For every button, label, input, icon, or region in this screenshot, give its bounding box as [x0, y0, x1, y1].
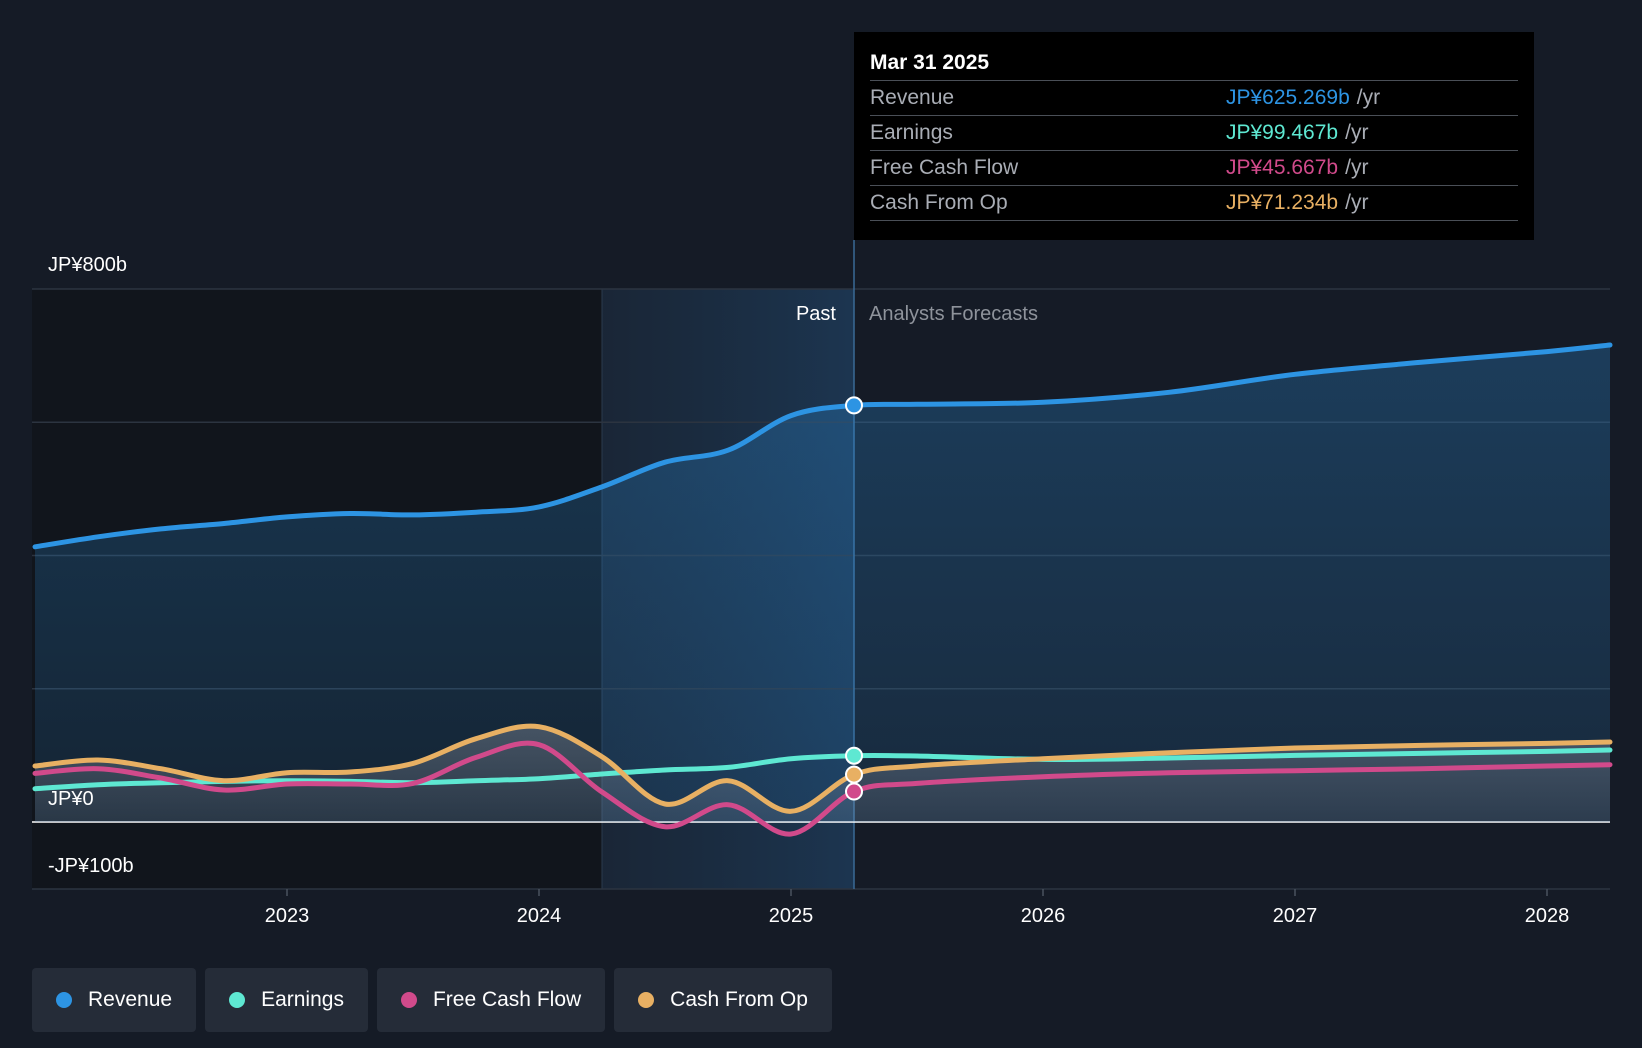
legend-label: Free Cash Flow — [432, 988, 582, 1011]
tooltip-row-value: JP¥71.234b — [1226, 191, 1339, 214]
tooltip-row-unit: /yr — [1356, 86, 1381, 109]
tooltip-row-name: Free Cash Flow — [870, 156, 1019, 179]
tooltip-date: Mar 31 2025 — [870, 51, 990, 74]
tooltip-row-name: Cash From Op — [870, 191, 1008, 214]
revenue-line — [32, 342, 1613, 550]
legend-dot-icon — [638, 992, 655, 1008]
tooltip-row-value: JP¥45.667b — [1226, 156, 1339, 179]
tooltip-row-cash-from-op: Cash From Op JP¥71.234b /yr — [870, 185, 1518, 221]
tooltip-row-value: JP¥625.269b — [1226, 86, 1350, 109]
legend-item-revenue[interactable]: Revenue — [32, 968, 197, 1032]
legend-item-earnings[interactable]: Earnings — [205, 968, 368, 1032]
cash-from-op-area — [35, 726, 1610, 822]
chart-legend: Revenue Earnings Free Cash Flow Cash Fro… — [32, 968, 832, 1032]
legend-dot-icon — [56, 992, 72, 1008]
x-tick-label: 2023 — [265, 905, 310, 927]
y-axis-label-0: JP¥0 — [48, 788, 94, 810]
free-cash-flow-line — [32, 740, 1613, 837]
forecast-region-label: Analysts Forecasts — [869, 303, 1038, 325]
y-axis-label-800b: JP¥800b — [48, 254, 127, 276]
legend-label: Revenue — [88, 988, 173, 1011]
tooltip-row-name: Revenue — [870, 86, 955, 109]
cash-from-op-marker — [845, 765, 863, 784]
tooltip-row-name: Earnings — [870, 121, 953, 144]
tooltip-row-unit: /yr — [1345, 121, 1369, 144]
hover-tooltip: Mar 31 2025 Revenue JP¥625.269b /yr Earn… — [854, 32, 1534, 240]
tooltip-row-value: JP¥99.467b — [1226, 121, 1339, 144]
cash-from-op-line — [32, 723, 1613, 814]
legend-dot-icon — [229, 992, 246, 1008]
x-tick-label: 2028 — [1525, 905, 1570, 927]
revenue-area — [35, 345, 1610, 822]
tooltip-row-unit: /yr — [1345, 156, 1369, 179]
legend-dot-icon — [400, 992, 417, 1008]
free-cash-flow-marker — [845, 782, 863, 801]
legend-item-free-cash-flow[interactable]: Free Cash Flow — [376, 968, 606, 1032]
tooltip-row-free-cash-flow: Free Cash Flow JP¥45.667b /yr — [870, 150, 1518, 185]
earnings-line — [32, 747, 1613, 792]
tooltip-row-unit: /yr — [1345, 191, 1369, 214]
legend-item-cash-from-op[interactable]: Cash From Op — [614, 968, 832, 1032]
tooltip-row-revenue: Revenue JP¥625.269b /yr — [870, 80, 1518, 115]
earnings-marker — [845, 746, 863, 765]
tooltip-row-earnings: Earnings JP¥99.467b /yr — [870, 115, 1518, 150]
x-tick-label: 2027 — [1273, 905, 1318, 927]
x-tick-label: 2025 — [769, 905, 814, 927]
legend-label: Earnings — [261, 988, 344, 1011]
past-region-label: Past — [796, 303, 836, 325]
revenue-marker — [845, 396, 863, 415]
x-tick-label: 2026 — [1021, 905, 1066, 927]
legend-label: Cash From Op — [670, 988, 808, 1011]
y-axis-label-neg-100b: -JP¥100b — [48, 855, 134, 877]
x-tick-label: 2024 — [517, 905, 562, 927]
